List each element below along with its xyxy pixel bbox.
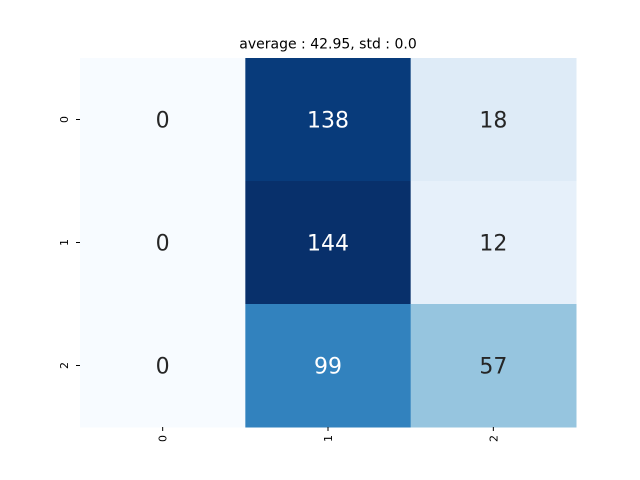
heatmap-cell-r2-c0 [80, 304, 246, 428]
cell-value-r0-c1: 138 [307, 109, 349, 134]
y-axis: 0 1 2 [58, 116, 80, 369]
heatmap-cell-r2-c2 [410, 304, 577, 428]
x-tick-label-0: 0 [157, 435, 170, 442]
heatmap-cells [80, 58, 577, 428]
x-tick-label-2: 2 [487, 435, 500, 442]
y-tick-label-1: 1 [58, 239, 71, 246]
cell-value-r0-c2: 18 [479, 109, 507, 134]
heatmap-cell-r1-c1 [245, 181, 412, 305]
heatmap-cell-r2-c1 [245, 304, 412, 428]
cell-value-r2-c1: 99 [314, 355, 342, 380]
heatmap-cell-r0-c0 [80, 58, 246, 182]
x-tick-label-1: 1 [322, 435, 335, 442]
heatmap-cell-r0-c1 [245, 58, 412, 182]
chart-title: average : 42.95, std : 0.0 [239, 37, 416, 53]
y-tick-label-0: 0 [58, 116, 71, 123]
cell-value-r0-c0: 0 [156, 109, 170, 134]
heatmap-cell-r1-c2 [410, 181, 577, 305]
cell-value-r1-c0: 0 [156, 232, 170, 257]
cell-value-r2-c0: 0 [156, 355, 170, 380]
heatmap-cell-labels: 0 138 18 0 144 12 0 99 57 [156, 109, 508, 380]
y-tick-label-2: 2 [58, 362, 71, 369]
heatmap-cell-r0-c2 [410, 58, 577, 182]
cell-value-r1-c2: 12 [479, 232, 507, 257]
cell-value-r2-c2: 57 [479, 355, 507, 380]
x-axis: 0 1 2 [157, 427, 500, 442]
cell-value-r1-c1: 144 [307, 232, 349, 257]
heatmap-cell-r1-c0 [80, 181, 246, 305]
